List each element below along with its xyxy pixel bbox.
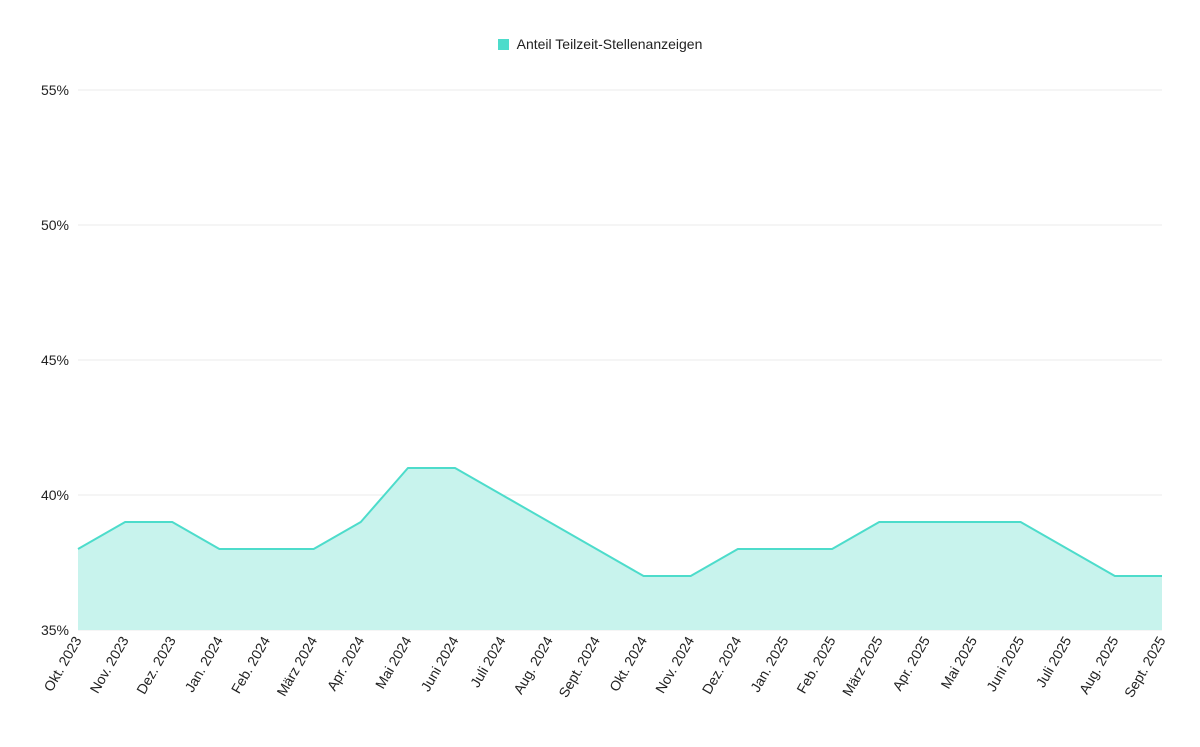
x-tick-label: Juli 2024 — [467, 633, 509, 690]
x-tick-label: Mai 2025 — [937, 633, 980, 691]
x-tick-label: Apr. 2025 — [889, 633, 933, 693]
x-tick-label: Sept. 2025 — [1121, 633, 1169, 700]
y-tick-label: 35% — [41, 622, 69, 638]
x-tick-label: Aug. 2024 — [510, 633, 556, 696]
x-tick-label: Okt. 2023 — [40, 633, 84, 694]
legend-swatch — [497, 38, 509, 50]
x-tick-label: Nov. 2024 — [652, 633, 697, 696]
series-line — [77, 467, 1162, 577]
y-tick-label: 40% — [41, 487, 69, 503]
legend-label: Anteil Teilzeit-Stellenanzeigen — [516, 36, 703, 52]
x-tick-label: Dez. 2024 — [699, 633, 745, 696]
x-tick-label: Apr. 2024 — [324, 633, 368, 693]
x-tick-label: Feb. 2025 — [793, 633, 838, 696]
x-tick-label: Feb. 2024 — [228, 633, 273, 696]
x-tick-label: Jan. 2025 — [747, 633, 792, 694]
y-tick-label: 50% — [41, 217, 69, 233]
x-tick-label: Okt. 2024 — [606, 633, 650, 694]
x-tick-label: Nov. 2023 — [86, 633, 131, 696]
x-tick-label: Mai 2024 — [372, 633, 415, 691]
x-tick-label: Aug. 2025 — [1076, 633, 1122, 696]
legend: Anteil Teilzeit-Stellenanzeigen — [0, 36, 1200, 52]
x-tick-label: Dez. 2023 — [133, 633, 179, 696]
y-tick-label: 45% — [41, 352, 69, 368]
x-tick-label: März 2024 — [273, 633, 320, 698]
x-tick-label: Juni 2024 — [417, 633, 461, 694]
x-tick-label: Juni 2025 — [983, 633, 1027, 694]
y-tick-label: 55% — [41, 82, 69, 98]
x-tick-label: Sept. 2024 — [555, 633, 603, 700]
x-tick-label: März 2025 — [839, 633, 886, 698]
x-tick-label: Jan. 2024 — [181, 633, 226, 694]
series-area — [78, 468, 1162, 630]
x-tick-label: Juli 2025 — [1032, 633, 1074, 690]
